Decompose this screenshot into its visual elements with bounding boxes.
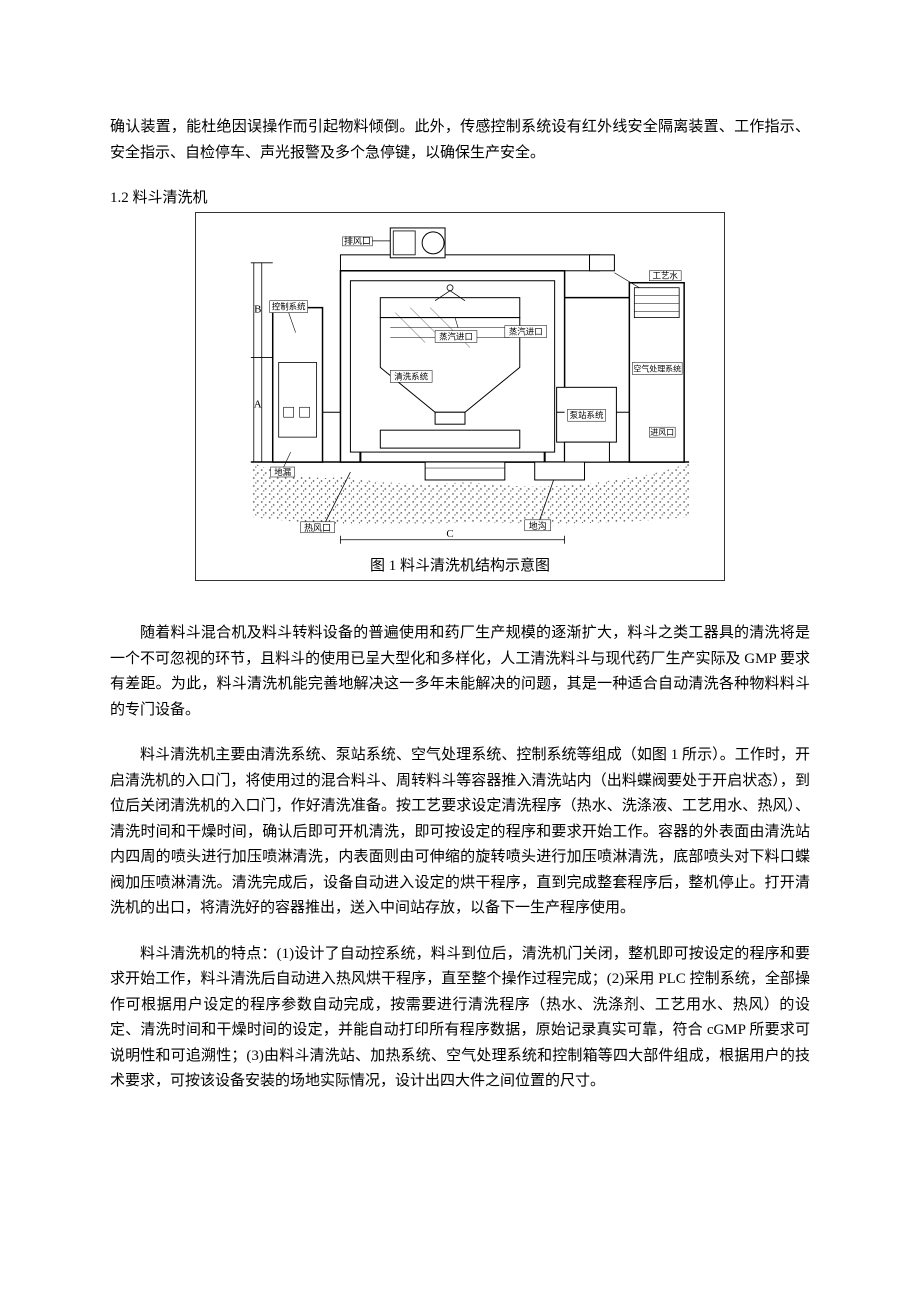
- paragraph-4: 料斗清洗机的特点：(1)设计了自动控系统，料斗到位后，清洗机门关闭，整机即可按设…: [110, 942, 810, 1095]
- dim-a-label: A: [254, 398, 262, 410]
- steam-inlet-label-2: 蒸汽进口: [509, 326, 543, 336]
- figure-container: A B 排风口: [110, 212, 810, 582]
- process-water-label: 工艺水: [653, 270, 679, 280]
- pump-station-label: 泵站系统: [570, 410, 604, 420]
- drain-label: 地沟: [529, 519, 547, 530]
- document-page: 确认装置，能杜绝因误操作而引起物料倾倒。此外，传感控制系统设有红外线安全隔离装置…: [0, 0, 920, 1215]
- section-title: 1.2 料斗清洗机: [110, 186, 810, 212]
- intro-paragraph: 确认装置，能杜绝因误操作而引起物料倾倒。此外，传感控制系统设有红外线安全隔离装置…: [110, 115, 810, 166]
- figure-caption: 图 1 料斗清洗机结构示意图: [196, 551, 724, 580]
- hot-air-outlet-label: 热风口: [304, 521, 331, 532]
- hopper-washer-diagram: A B 排风口: [196, 213, 724, 552]
- figure-box: A B 排风口: [195, 212, 725, 582]
- inlet-label: 进风口: [650, 428, 674, 437]
- dim-b-label: B: [254, 303, 261, 315]
- dim-c-label: C: [446, 527, 453, 539]
- paragraph-2: 随着料斗混合机及料斗转料设备的普遍使用和药厂生产规模的逐渐扩大，料斗之类工器具的…: [110, 621, 810, 723]
- steam-inlet-label: 蒸汽进口: [439, 331, 473, 341]
- paragraph-3: 料斗清洗机主要由清洗系统、泵站系统、空气处理系统、控制系统等组成（如图 1 所示…: [110, 743, 810, 922]
- control-system-label: 控制系统: [272, 301, 306, 311]
- air-treatment-label: 空气处理系统: [633, 363, 681, 373]
- outlet-label: 排风口: [344, 234, 371, 245]
- cleaning-system-label: 清洗系统: [394, 371, 428, 381]
- drain-outlet-label: 地漏: [274, 466, 291, 476]
